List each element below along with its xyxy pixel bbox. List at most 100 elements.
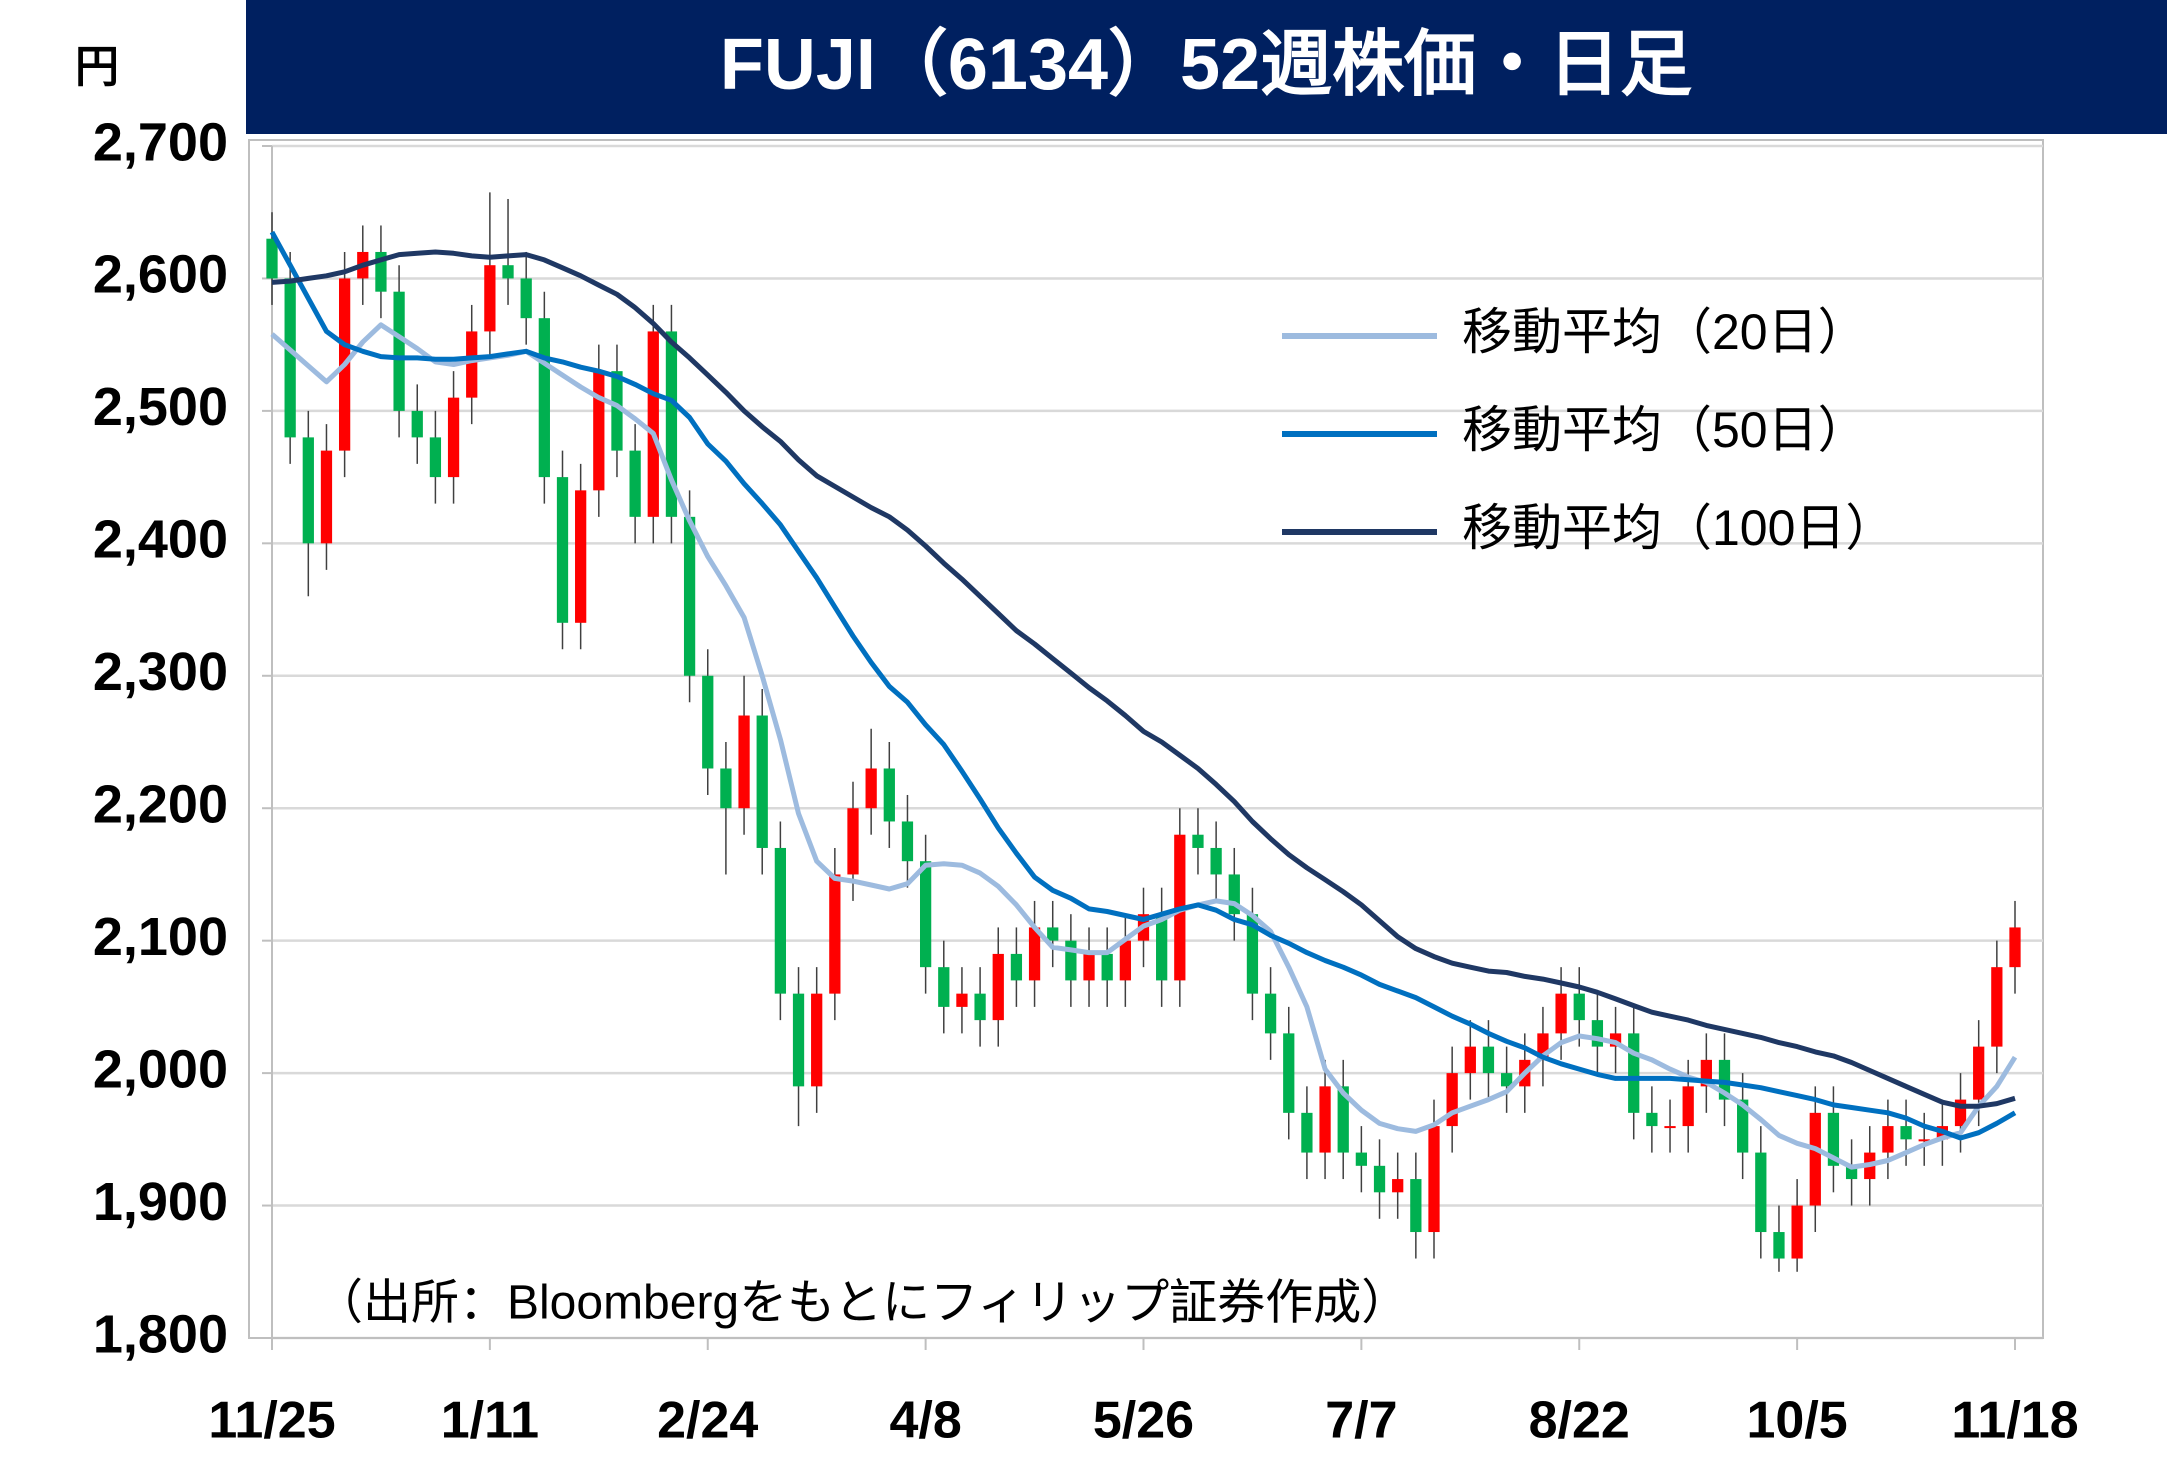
candle-body: [1010, 953, 1023, 981]
x-tick-label: 11/25: [208, 1392, 335, 1450]
candle-body: [593, 371, 605, 491]
y-tick-label: 2,100: [93, 907, 228, 967]
y-tick-label: 2,600: [93, 245, 228, 305]
candle-body: [792, 993, 805, 1087]
candle-body: [938, 967, 950, 1007]
candle-body: [974, 993, 986, 1021]
x-tick-label: 2/24: [657, 1392, 758, 1450]
candle-body: [883, 768, 895, 822]
candle-body: [1809, 1112, 1821, 1206]
candle-body: [1918, 1139, 1930, 1142]
candle-body: [919, 861, 932, 968]
candle-body: [1319, 1086, 1331, 1153]
candle-body: [1065, 940, 1077, 981]
moving-average-line: [269, 230, 2017, 1141]
candle-body: [575, 490, 587, 623]
y-tick-label: 2,200: [93, 774, 228, 834]
candle-body: [629, 450, 641, 517]
legend-label: 移動平均（20日）: [1462, 304, 1868, 360]
candle-body: [665, 331, 678, 517]
candle-body: [1047, 927, 1059, 941]
candle-body: [429, 437, 442, 478]
candle-body: [1646, 1112, 1658, 1127]
x-tick-label: 7/7: [1325, 1392, 1397, 1450]
candle-body: [1827, 1112, 1840, 1166]
candle-body: [1156, 914, 1168, 981]
candle-body: [738, 715, 750, 809]
candle-body: [847, 808, 859, 875]
candle-body: [1283, 1033, 1295, 1113]
title-banner: [246, 0, 2167, 134]
candle-body: [1737, 1099, 1749, 1153]
candle-body: [1791, 1205, 1803, 1259]
candle-body: [1355, 1152, 1368, 1166]
y-tick-label: 2,300: [93, 642, 228, 702]
x-tick-label: 11/18: [1951, 1392, 2078, 1450]
candle-body: [1973, 1046, 1985, 1100]
x-tick-label: 5/26: [1093, 1392, 1194, 1450]
unit-label: 円: [75, 43, 119, 92]
candle-body: [1700, 1059, 1712, 1087]
candle-body: [320, 450, 333, 544]
candle-body: [647, 331, 659, 517]
annotation: （出所：Bloombergをもとにフィリップ証券作成）: [315, 1277, 1409, 1330]
candle-body: [1210, 847, 1222, 875]
candle-body: [1264, 993, 1277, 1034]
candle-body: [1301, 1112, 1313, 1153]
candle-body: [1228, 874, 1240, 915]
legend-label: 移動平均（50日）: [1462, 402, 1868, 458]
candle-body: [756, 715, 768, 848]
candle-body: [683, 516, 696, 676]
candle-body: [1609, 1033, 1622, 1047]
candle-body: [1464, 1046, 1476, 1074]
candle-body: [538, 318, 550, 478]
x-tick-label: 10/5: [1747, 1392, 1848, 1450]
candle-body: [1555, 993, 1567, 1034]
candle-body: [720, 768, 732, 809]
candle-body: [1682, 1086, 1694, 1127]
candle-body: [1083, 953, 1095, 981]
candle-body: [2009, 927, 2021, 968]
candle-body: [1482, 1046, 1495, 1074]
candle-body: [1119, 940, 1131, 981]
candle-body: [1246, 914, 1259, 994]
candle-body: [375, 251, 387, 292]
candle-body: [1373, 1165, 1386, 1193]
candle-body: [284, 278, 296, 438]
y-tick-label: 1,800: [93, 1304, 228, 1364]
candle-body: [1392, 1179, 1404, 1193]
candle-body: [1718, 1059, 1731, 1100]
candle-body: [447, 397, 460, 478]
candle-body: [1500, 1073, 1513, 1087]
candle-body: [1628, 1033, 1640, 1113]
candle-body: [484, 265, 496, 332]
x-tick-label: 1/11: [441, 1392, 539, 1450]
candle-body: [956, 993, 968, 1007]
candle-body: [1900, 1126, 1912, 1140]
candle-body: [1664, 1126, 1676, 1129]
candle-body: [1192, 834, 1204, 848]
candle-body: [811, 993, 823, 1087]
candle-body: [865, 768, 877, 809]
candle-body: [829, 874, 841, 994]
candle-body: [502, 265, 514, 279]
moving-average-line: [270, 322, 2018, 1170]
candle-body: [1882, 1126, 1894, 1153]
candle-body: [1028, 927, 1041, 981]
y-tick-label: 2,400: [93, 510, 228, 570]
candle-body: [520, 278, 532, 319]
candle-body: [411, 410, 423, 438]
candle-body: [393, 291, 405, 411]
legend-label: 移動平均（100日）: [1462, 500, 1895, 556]
candle-body: [1773, 1232, 1785, 1259]
candle-body: [1954, 1099, 1967, 1127]
candle-body: [302, 437, 314, 544]
candle-body: [774, 847, 787, 994]
candle-body: [702, 675, 714, 769]
candle-body: [266, 238, 278, 279]
candle-body: [1101, 953, 1113, 981]
x-tick-label: 4/8: [889, 1392, 961, 1450]
candle-body: [1991, 967, 2003, 1047]
